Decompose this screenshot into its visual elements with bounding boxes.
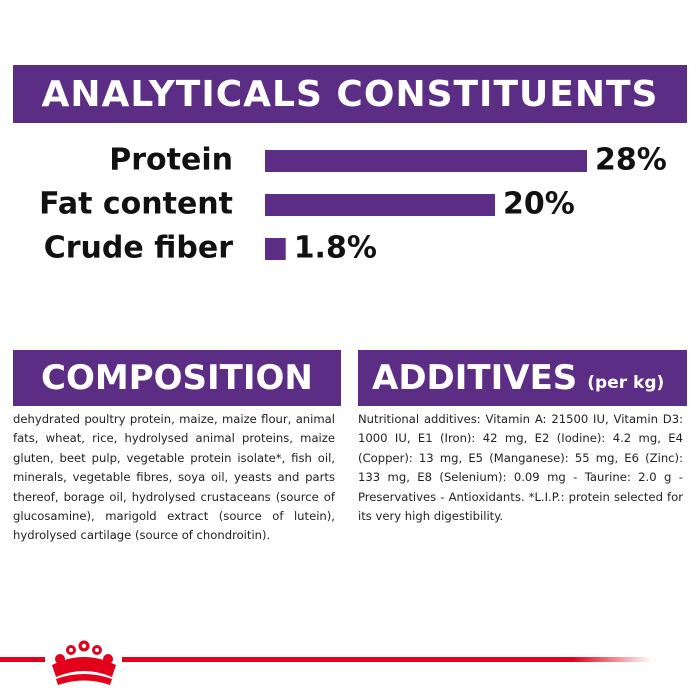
brand-line	[122, 657, 652, 662]
section-title: ANALYTICALS CONSTITUENTS	[13, 65, 687, 123]
value-label: 28%	[595, 143, 667, 178]
value-label: 20%	[503, 187, 575, 222]
footer-logo	[0, 640, 652, 685]
chart: Protein 28% Fat content 20% Crude fiber 1.8%	[39, 143, 667, 266]
section-title: ADDITIVES	[372, 358, 578, 398]
additives-text: Nutritional additives: Vitamin A: 21500 …	[358, 412, 683, 524]
brand-line	[0, 657, 45, 662]
category-label: Crude fiber	[44, 231, 233, 266]
composition-text: dehydrated poultry protein, maize, maize…	[13, 412, 335, 543]
category-label: Protein	[109, 143, 233, 178]
bar	[265, 150, 587, 172]
value-label: 1.8%	[294, 231, 377, 266]
unit-label: (per kg)	[587, 373, 665, 393]
crown-icon	[52, 640, 116, 685]
section-header: ADDITIVES (per kg)	[358, 350, 687, 406]
bar	[265, 194, 495, 216]
section-title: COMPOSITION	[13, 350, 341, 406]
bar	[265, 238, 286, 260]
category-label: Fat content	[39, 187, 233, 222]
